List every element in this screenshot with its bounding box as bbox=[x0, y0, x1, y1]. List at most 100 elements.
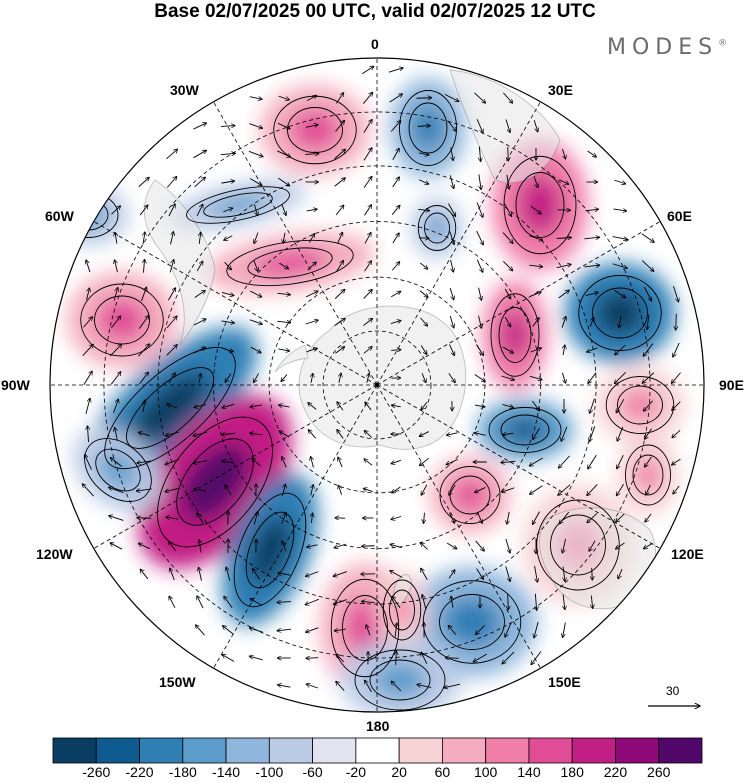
wind-arrow bbox=[641, 233, 654, 243]
wind-arrow bbox=[113, 287, 118, 301]
wind-arrow bbox=[476, 230, 484, 245]
wind-arrow bbox=[109, 344, 121, 357]
wind-arrow bbox=[446, 542, 457, 549]
wind-arrow bbox=[283, 232, 285, 244]
lon-label-90w: 90W bbox=[1, 377, 30, 393]
colorbar-tick-label: -140 bbox=[212, 764, 241, 780]
wind-arrow bbox=[308, 403, 317, 410]
wind-arrow bbox=[334, 543, 347, 548]
wind-arrow bbox=[530, 205, 541, 214]
wind-arrow bbox=[392, 262, 399, 271]
anomaly-core bbox=[373, 662, 427, 698]
wind-arrow bbox=[306, 209, 317, 211]
wind-arrow bbox=[250, 405, 263, 407]
wind-arrow bbox=[618, 569, 623, 579]
wind-arrow bbox=[451, 147, 453, 160]
wind-arrow bbox=[222, 461, 235, 464]
wind-arrow bbox=[115, 260, 118, 273]
wind-arrow bbox=[505, 119, 510, 132]
wind-arrow bbox=[614, 179, 625, 184]
wind-arrow bbox=[254, 232, 259, 243]
wind-arrow bbox=[363, 119, 372, 133]
wind-arrow bbox=[168, 373, 175, 384]
wind-arrow bbox=[86, 288, 90, 301]
wind-arrow bbox=[249, 656, 263, 661]
wind-arrow bbox=[305, 154, 319, 155]
wind-arrow bbox=[253, 512, 257, 525]
wind-arrow bbox=[613, 209, 626, 211]
wind-arrow bbox=[561, 426, 568, 442]
wind-arrow bbox=[505, 538, 510, 553]
wind-arrow bbox=[559, 179, 568, 185]
colorbar-tick-label: -60 bbox=[302, 764, 323, 780]
wind-arrow bbox=[305, 291, 318, 298]
wind-arrow bbox=[363, 347, 372, 354]
wind-arrow bbox=[282, 484, 286, 496]
wind-arrow bbox=[419, 290, 428, 298]
wind-arrow bbox=[419, 179, 429, 185]
wind-arrow bbox=[505, 622, 512, 637]
wind-arrow bbox=[277, 293, 291, 294]
graticule bbox=[50, 58, 704, 712]
colorbar-swatch bbox=[355, 737, 400, 764]
anomaly-core bbox=[518, 175, 562, 235]
wind-arrow bbox=[643, 400, 653, 411]
wind-arrow bbox=[249, 319, 263, 324]
contour-line bbox=[369, 659, 431, 701]
wind-arrow bbox=[587, 347, 598, 352]
wind-arrow bbox=[449, 231, 454, 244]
wind-arrow bbox=[334, 178, 346, 187]
wind-arrow bbox=[535, 593, 536, 611]
wind-arrow bbox=[364, 205, 371, 216]
wind-arrow bbox=[563, 345, 565, 356]
anomaly-core bbox=[98, 451, 138, 489]
wind-arrow bbox=[250, 599, 263, 606]
wind-arrow bbox=[166, 149, 177, 160]
wind-arrow bbox=[444, 683, 461, 688]
wind-arrow bbox=[111, 206, 120, 215]
colorbar-tick-label: 180 bbox=[560, 764, 584, 780]
wind-arrow bbox=[334, 629, 346, 631]
wind-arrow bbox=[140, 569, 149, 580]
anomaly-core bbox=[425, 214, 449, 242]
wind-arrow bbox=[502, 433, 514, 434]
wind-arrow bbox=[556, 264, 571, 269]
wind-arrow bbox=[170, 232, 174, 245]
wind-arrow bbox=[169, 260, 174, 273]
wind-arrow bbox=[279, 431, 290, 438]
meridian-line bbox=[213, 384, 378, 669]
wind-arrow bbox=[86, 260, 91, 273]
wind-arrow bbox=[476, 568, 484, 580]
wind-arrow bbox=[419, 262, 428, 269]
wind-arrow bbox=[282, 541, 287, 552]
wind-arrow bbox=[228, 511, 229, 525]
wind-arrow bbox=[420, 543, 428, 550]
wind-arrow bbox=[673, 285, 678, 302]
wind-arrow bbox=[392, 177, 400, 188]
wind-arrow bbox=[474, 92, 485, 103]
meridian-line bbox=[376, 384, 661, 549]
wind-arrow bbox=[281, 512, 286, 524]
wind-arrow bbox=[335, 121, 345, 132]
page-title: Base 02/07/2025 00 UTC, valid 02/07/2025… bbox=[154, 1, 596, 22]
wind-arrow bbox=[673, 342, 680, 357]
contour-line bbox=[330, 578, 400, 678]
lon-label-0: 0 bbox=[371, 36, 379, 52]
wind-arrow bbox=[474, 405, 485, 407]
colorbar-swatch bbox=[139, 737, 184, 764]
wind-arrow bbox=[252, 458, 261, 467]
wind-arrow bbox=[531, 400, 539, 411]
anomaly-core bbox=[410, 105, 446, 151]
reference-vector-label: 30 bbox=[666, 684, 680, 698]
wind-arrow bbox=[476, 344, 483, 356]
wind-arrow bbox=[503, 92, 512, 103]
wind-arrow bbox=[588, 454, 597, 469]
anomaly-core bbox=[452, 477, 488, 513]
anomaly-core bbox=[130, 371, 210, 445]
anomaly-core bbox=[500, 310, 530, 360]
wind-arrow bbox=[277, 122, 290, 128]
wind-arrow bbox=[141, 287, 146, 302]
contour-line bbox=[233, 492, 307, 608]
lon-label-60w: 60W bbox=[45, 208, 74, 224]
wind-arrow bbox=[197, 596, 204, 609]
